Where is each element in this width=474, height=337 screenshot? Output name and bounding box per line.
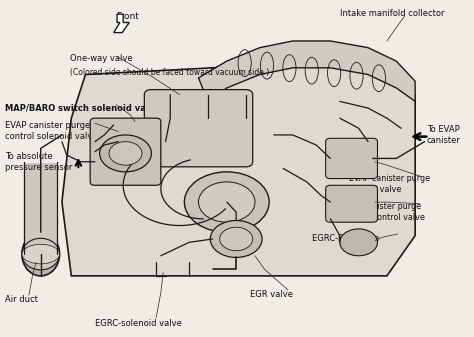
FancyBboxPatch shape	[326, 185, 377, 222]
FancyBboxPatch shape	[326, 138, 377, 179]
Text: EGRC-solenoid valve: EGRC-solenoid valve	[95, 319, 182, 328]
Ellipse shape	[22, 238, 60, 270]
Text: canister: canister	[427, 136, 461, 145]
Text: EVAP canister purge: EVAP canister purge	[349, 174, 430, 183]
Text: control valve: control valve	[349, 185, 401, 194]
Circle shape	[210, 220, 262, 257]
Text: Air duct: Air duct	[5, 295, 38, 304]
FancyBboxPatch shape	[24, 163, 57, 254]
Polygon shape	[199, 41, 415, 101]
Text: EVAP canister purge: EVAP canister purge	[340, 202, 421, 211]
Text: volume control valve: volume control valve	[340, 213, 425, 222]
Text: EGR valve: EGR valve	[250, 290, 293, 299]
Text: control solenoid valve: control solenoid valve	[5, 131, 98, 141]
Text: MAP/BARO switch solenoid valve: MAP/BARO switch solenoid valve	[5, 103, 161, 112]
Circle shape	[219, 227, 253, 251]
Text: Front: Front	[117, 12, 139, 22]
Text: Intake manifold collector: Intake manifold collector	[340, 9, 444, 18]
Circle shape	[340, 229, 377, 256]
Circle shape	[100, 135, 151, 172]
Polygon shape	[62, 61, 415, 276]
Ellipse shape	[22, 244, 60, 264]
FancyBboxPatch shape	[145, 90, 253, 167]
Text: (Colored side should be faced toward vacuum side.): (Colored side should be faced toward vac…	[71, 68, 270, 77]
FancyBboxPatch shape	[90, 118, 161, 185]
Circle shape	[184, 172, 269, 232]
Text: EVAP canister purge: EVAP canister purge	[5, 121, 91, 129]
Circle shape	[109, 142, 142, 165]
Circle shape	[199, 182, 255, 222]
Polygon shape	[114, 14, 129, 33]
Text: pressure sensor: pressure sensor	[5, 163, 73, 172]
Text: One-way valve: One-way valve	[71, 54, 133, 63]
Text: To EVAP: To EVAP	[427, 125, 460, 134]
Text: To absolute: To absolute	[5, 152, 53, 161]
Ellipse shape	[22, 232, 60, 276]
Text: EGRC-BPT valve: EGRC-BPT valve	[311, 234, 379, 243]
